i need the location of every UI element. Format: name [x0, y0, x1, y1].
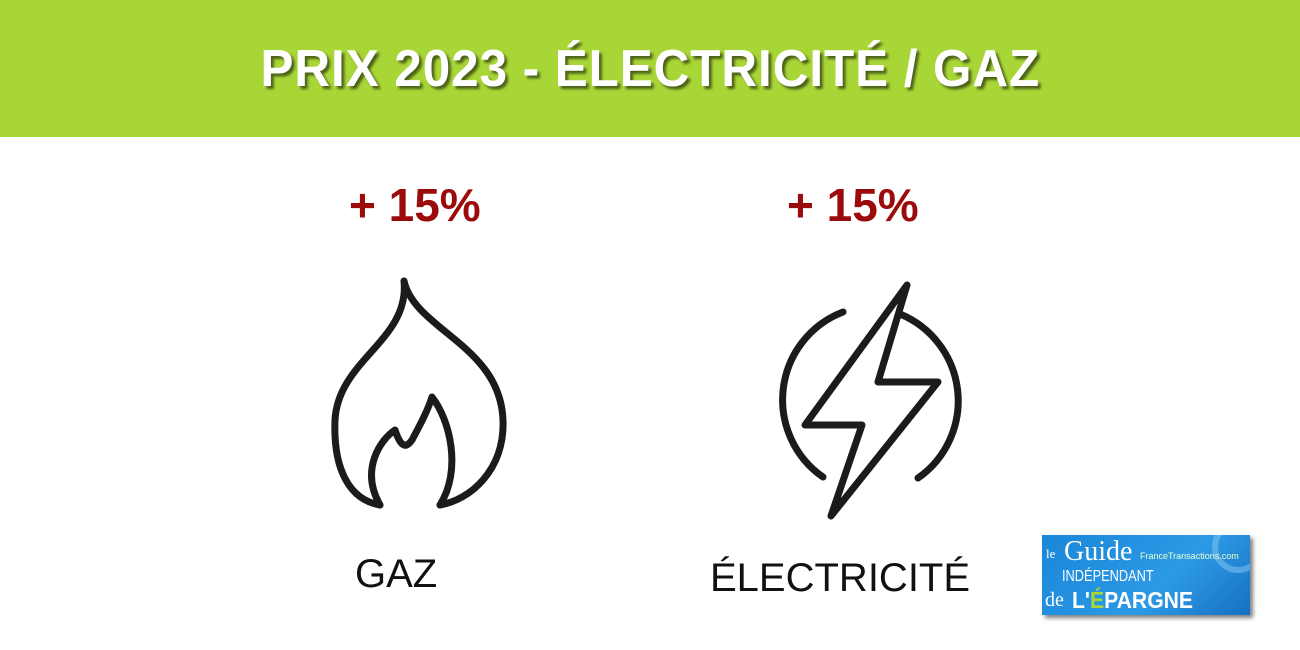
gas-price-change: + 15%: [349, 179, 481, 231]
page-title: PRIX 2023 - ÉLECTRICITÉ / GAZ: [260, 39, 1040, 98]
logo-site: FranceTransactions.com: [1140, 551, 1239, 561]
logo-epargne: L'ÉPARGNE: [1072, 587, 1194, 613]
guide-epargne-logo: le Guide FranceTransactions.com INDÉPEND…: [1042, 535, 1250, 615]
header-banner: PRIX 2023 - ÉLECTRICITÉ / GAZ: [0, 0, 1300, 137]
flame-icon: [331, 277, 507, 509]
logo-ring-decoration: [1212, 535, 1250, 573]
logo-guide: Guide: [1064, 536, 1133, 567]
logo-de: de: [1045, 589, 1064, 611]
gas-label: GAZ: [355, 552, 438, 596]
electricity-label: ÉLECTRICITÉ: [710, 556, 971, 600]
electricity-price-change: + 15%: [787, 179, 919, 231]
lightning-bolt-circle-icon: [779, 281, 962, 520]
logo-le: le: [1046, 546, 1056, 561]
logo-independant: INDÉPENDANT: [1062, 568, 1154, 585]
